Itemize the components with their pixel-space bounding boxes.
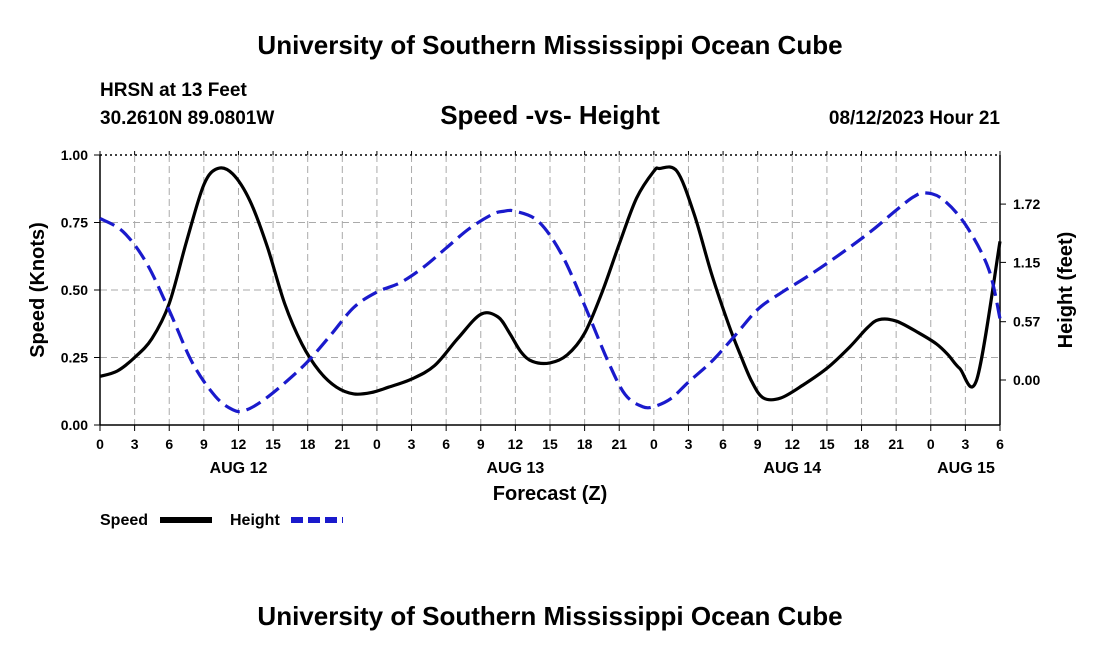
x-tick-label: 18	[577, 436, 593, 452]
y-right-tick-label: 0.57	[1013, 314, 1040, 330]
x-date-label: AUG 12	[210, 460, 268, 477]
x-tick-label: 21	[611, 436, 627, 452]
axes	[94, 151, 1006, 431]
y-left-tick-label: 0.50	[61, 282, 88, 298]
footer-title: University of Southern Mississippi Ocean…	[257, 601, 842, 631]
x-tick-label: 15	[265, 436, 281, 452]
x-tick-label: 9	[477, 436, 485, 452]
x-tick-label: 0	[373, 436, 381, 452]
x-axis-title: Forecast (Z)	[493, 483, 607, 505]
series-line-height	[99, 191, 1002, 414]
station-coordinates: 30.2610N 89.0801W	[100, 108, 274, 129]
x-tick-label: 0	[96, 436, 104, 452]
x-tick-label: 6	[442, 436, 450, 452]
grid	[100, 155, 1000, 425]
series	[99, 165, 1002, 414]
x-tick-label: 12	[231, 436, 247, 452]
x-tick-label: 15	[542, 436, 558, 452]
x-tick-label: 21	[888, 436, 904, 452]
x-tick-label: 6	[996, 436, 1004, 452]
legend-height-label: Height	[230, 512, 280, 529]
y-right-tick-label: 0.00	[1013, 372, 1040, 388]
x-date-label: AUG 13	[486, 460, 544, 477]
series-line-speed	[99, 165, 1002, 402]
x-tick-label: 0	[650, 436, 658, 452]
x-tick-label: 3	[408, 436, 416, 452]
x-tick-label: 9	[754, 436, 762, 452]
y-left-tick-label: 0.00	[61, 417, 88, 433]
legend: Speed Height	[100, 512, 343, 529]
x-tick-label: 9	[200, 436, 208, 452]
x-tick-label: 18	[300, 436, 316, 452]
y-left-tick-label: 0.25	[61, 350, 88, 366]
x-tick-label: 15	[819, 436, 835, 452]
x-tick-label: 6	[165, 436, 173, 452]
main-title: University of Southern Mississippi Ocean…	[257, 30, 842, 60]
y-left-tick-label: 0.75	[61, 215, 88, 231]
station-name: HRSN at 13 Feet	[100, 80, 247, 101]
x-tick-label: 12	[785, 436, 801, 452]
x-tick-label: 0	[927, 436, 935, 452]
tick-labels: 0 3 6 9 12 15 18 21 0 3 6 9 12 15 18 21 0 3 6 9 12 15 18 21 0 3 6A…	[61, 147, 1041, 477]
legend-speed-label: Speed	[100, 512, 148, 529]
y-right-tick-label: 1.15	[1013, 254, 1040, 270]
x-tick-label: 3	[131, 436, 139, 452]
x-tick-label: 3	[961, 436, 969, 452]
y-right-tick-label: 1.72	[1013, 196, 1040, 212]
x-date-label: AUG 15	[937, 460, 995, 477]
y-left-tick-label: 1.00	[61, 147, 88, 163]
forecast-datetime: 08/12/2023 Hour 21	[829, 108, 1001, 129]
y-axis-right-title: Height (feet)	[1055, 232, 1077, 349]
x-date-label: AUG 14	[763, 460, 821, 477]
x-tick-label: 21	[335, 436, 351, 452]
chart-title: Speed -vs- Height	[440, 100, 660, 130]
x-tick-label: 6	[719, 436, 727, 452]
x-tick-label: 12	[508, 436, 524, 452]
x-tick-label: 3	[685, 436, 693, 452]
y-axis-left-title: Speed (Knots)	[27, 222, 49, 358]
x-tick-label: 18	[854, 436, 870, 452]
